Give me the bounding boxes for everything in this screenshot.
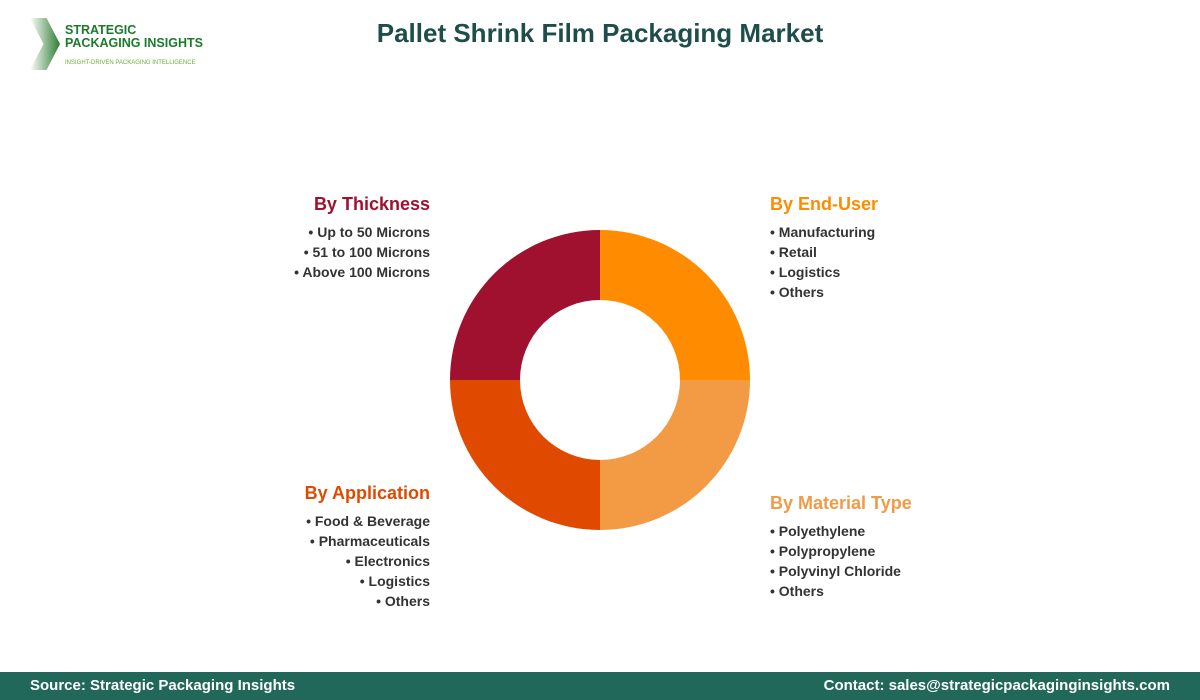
segment-list-item: • Retail (770, 244, 817, 260)
segment-list-item: • Up to 50 Microns (308, 224, 430, 240)
segment-list-item: • Polypropylene (770, 543, 876, 559)
segment-list-item: • Electronics (345, 553, 430, 569)
segment-application: By Application • Food & Beverage • Pharmac… (305, 481, 430, 611)
segment-heading: By Material Type (770, 493, 912, 513)
segment-end-user: By End-User • Manufacturing • Retail • Logi… (770, 192, 878, 302)
logo-tagline: INSIGHT-DRIVEN PACKAGING INTELLIGENCE (65, 60, 196, 66)
segment-list-item: • Logistics (359, 573, 430, 589)
donut-segment (600, 230, 750, 380)
segment-list-item: • Food & Beverage (306, 513, 430, 529)
segment-list-item: • Polyethylene (770, 523, 866, 539)
segment-heading: By End-User (770, 194, 879, 214)
page-title: Pallet Shrink Film Packaging Market (376, 18, 824, 48)
donut-segment (450, 380, 600, 530)
segment-thickness: By Thickness • Up to 50 Microns • 51 to 10… (294, 192, 430, 282)
segment-list-item: • Pharmaceuticals (309, 533, 430, 549)
donut-segment (450, 230, 600, 380)
segment-list-item: • Others (770, 284, 824, 300)
segment-list-item: • Above 100 Microns (294, 264, 430, 280)
logo-name: STRATEGIC PACKAGING INSIGHTS (65, 23, 203, 50)
segment-heading: By Application (304, 483, 430, 503)
segment-list-item: • Logistics (770, 264, 841, 280)
segment-list-item: • Others (770, 583, 824, 599)
contact-link[interactable]: Contact: sales@strategicpackaginginsight… (823, 677, 1170, 694)
source-text: Source: Strategic Packaging Insights (30, 677, 296, 694)
segment-heading: By Thickness (313, 194, 430, 214)
logo: STRATEGIC PACKAGING INSIGHTS INSIGHT-DRIV… (30, 18, 210, 72)
segment-list-item: • Manufacturing (770, 224, 876, 240)
footer: Source: Strategic Packaging Insights Con… (0, 672, 1200, 700)
donut-segment (600, 380, 750, 530)
segment-material-type: By Material Type • Polyethylene • Polyprop… (770, 491, 912, 601)
segment-list-item: • 51 to 100 Microns (303, 244, 430, 260)
segment-list-item: • Polyvinyl Chloride (770, 563, 901, 579)
segment-list-item: • Others (376, 593, 430, 609)
